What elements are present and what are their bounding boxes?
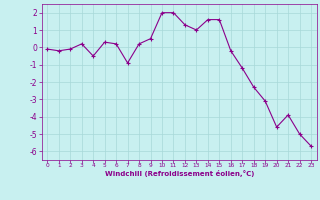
X-axis label: Windchill (Refroidissement éolien,°C): Windchill (Refroidissement éolien,°C) (105, 170, 254, 177)
